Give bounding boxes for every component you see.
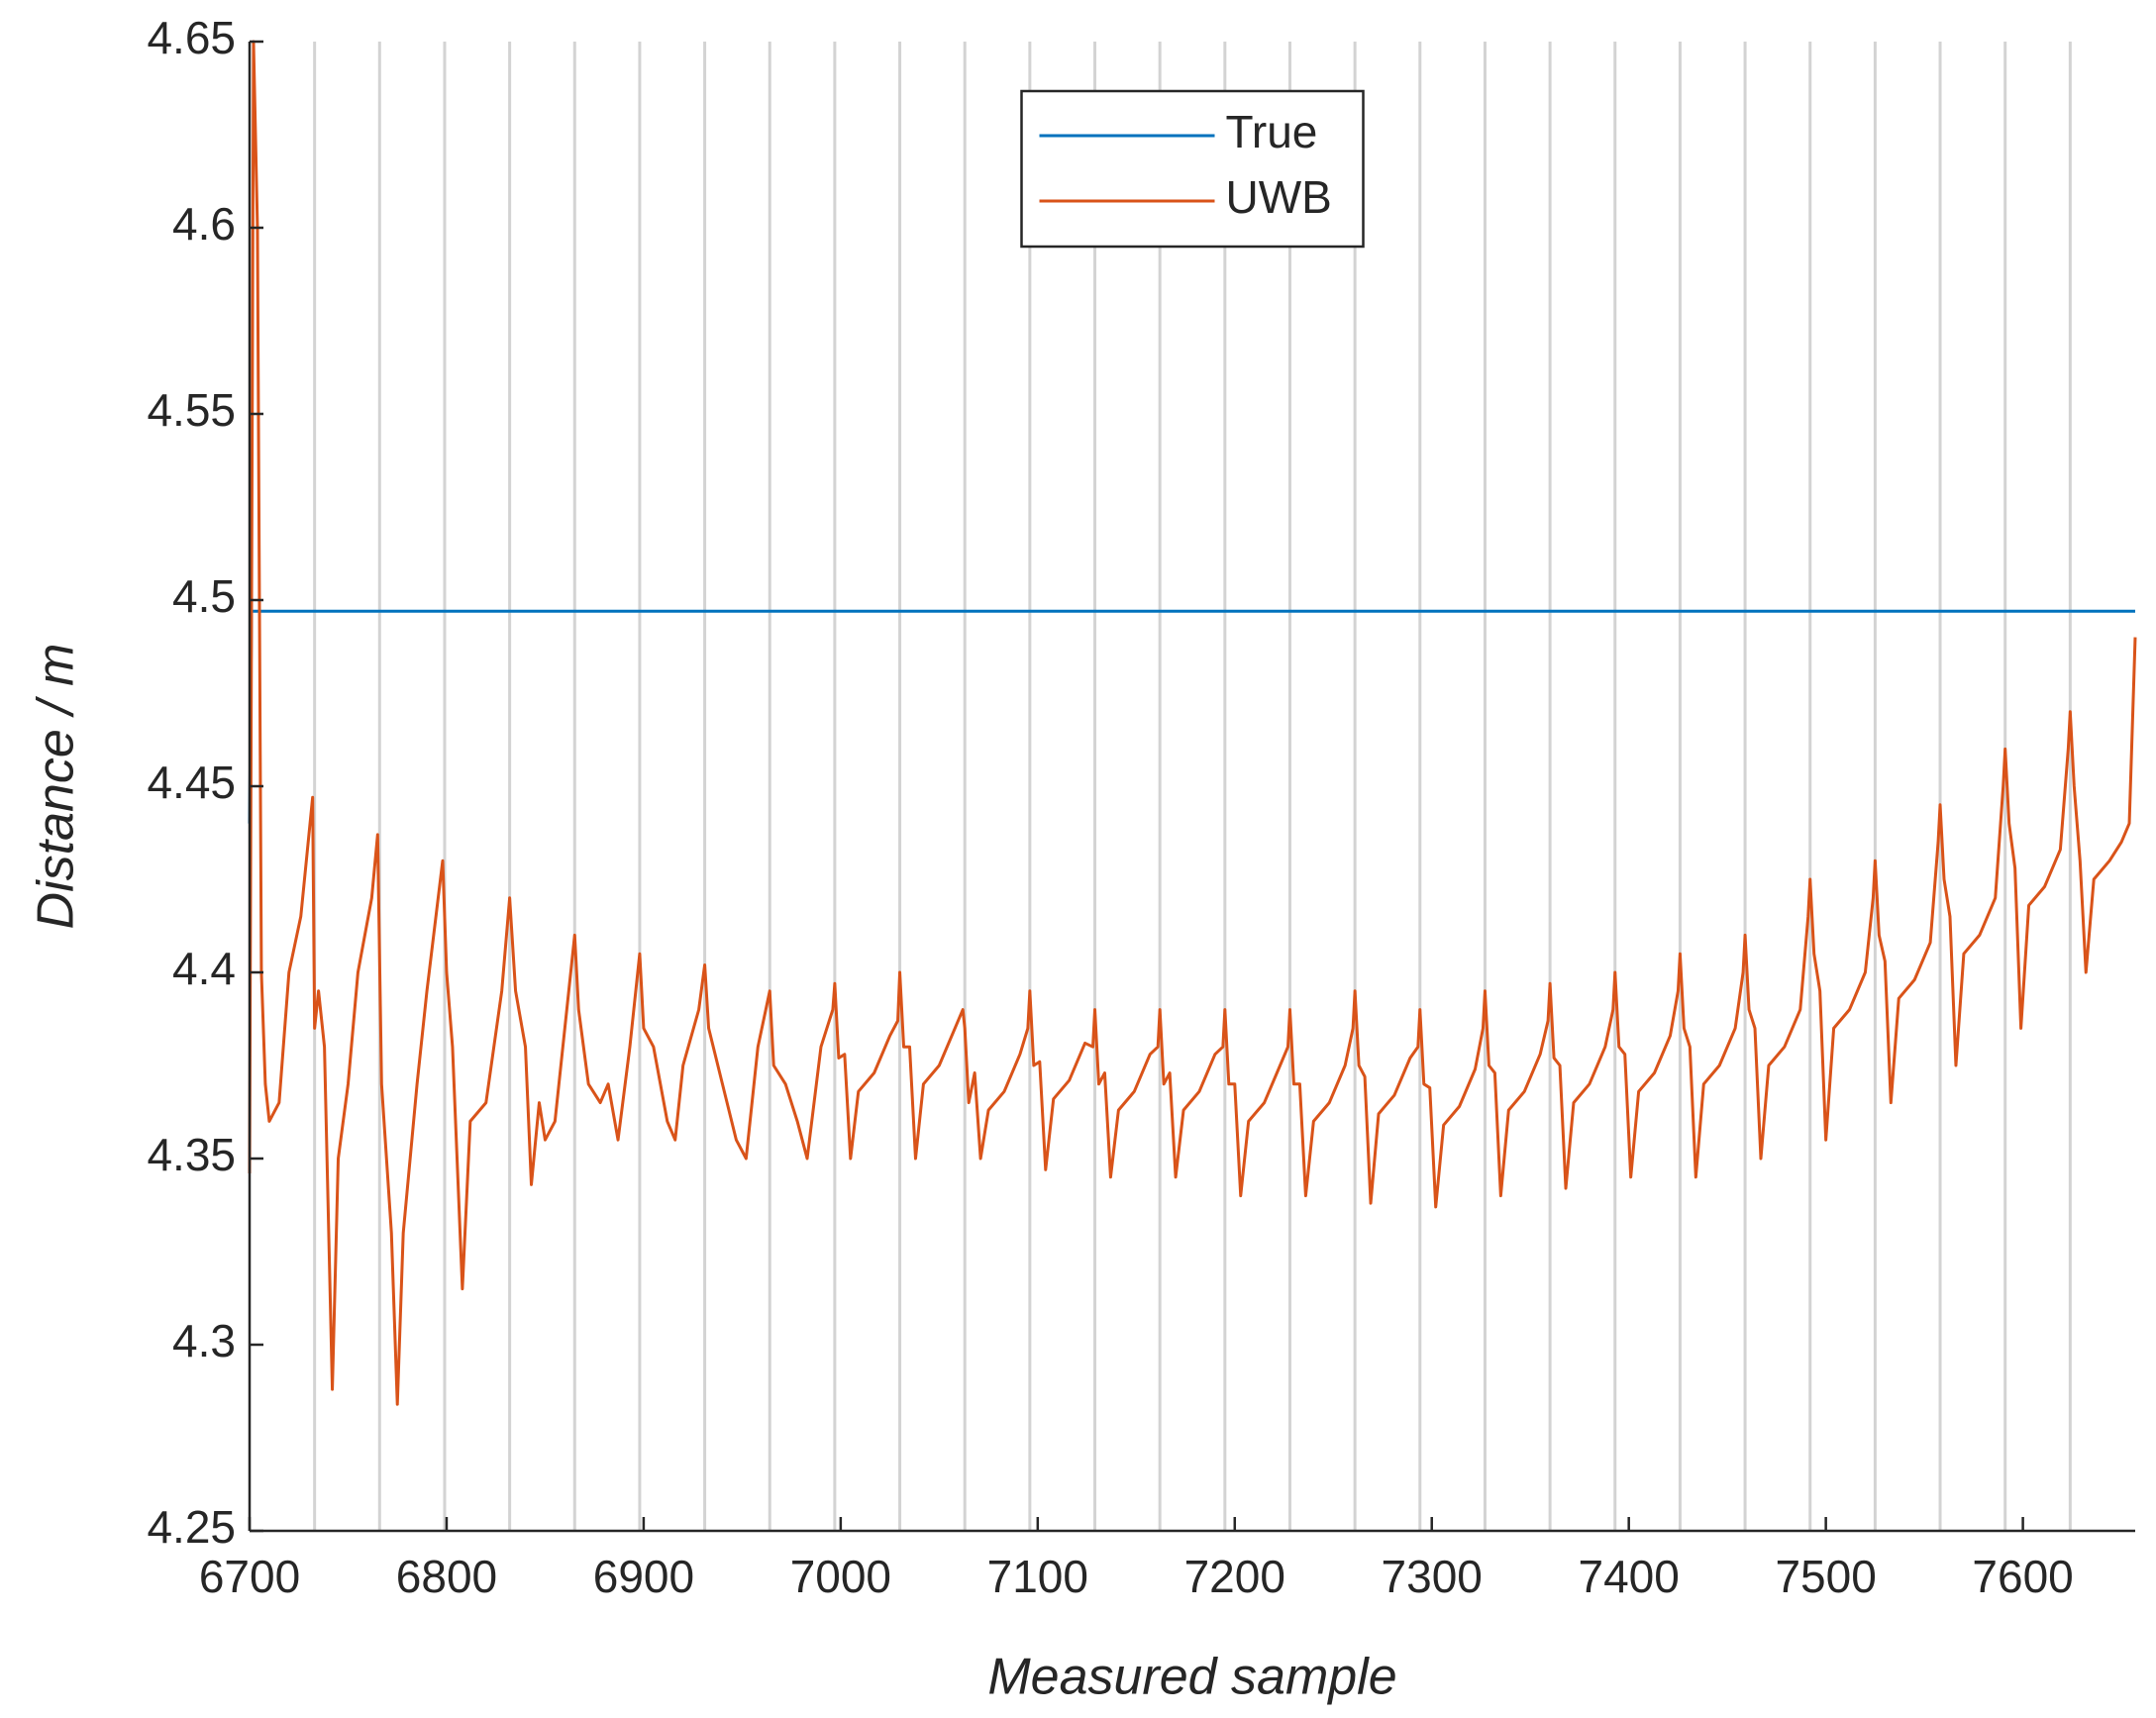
x-tick-label: 7000 xyxy=(790,1551,891,1602)
y-tick-label: 4.25 xyxy=(147,1501,236,1553)
x-tick-label: 6800 xyxy=(396,1551,497,1602)
legend-label: True xyxy=(1226,106,1318,157)
y-tick-label: 4.35 xyxy=(147,1129,236,1180)
series-line xyxy=(248,609,2135,824)
y-tick-label: 4.65 xyxy=(147,12,236,63)
y-tick-label: 4.45 xyxy=(147,757,236,808)
y-tick-label: 4.4 xyxy=(172,943,236,994)
y-tick-label: 4.3 xyxy=(172,1315,236,1366)
y-axis-label: Distance / m xyxy=(28,644,85,930)
legend-label: UWB xyxy=(1226,171,1332,223)
x-tick-label: 7200 xyxy=(1184,1551,1285,1602)
series-line xyxy=(248,40,2137,1406)
y-tick-label: 4.55 xyxy=(147,384,236,436)
y-tick-label: 4.6 xyxy=(172,198,236,250)
x-tick-label: 7600 xyxy=(1972,1551,2073,1602)
x-tick-label: 7500 xyxy=(1775,1551,1876,1602)
legend: True UWB xyxy=(1020,89,1365,249)
x-tick-label: 7100 xyxy=(987,1551,1088,1602)
x-tick-label: 6700 xyxy=(199,1551,300,1602)
x-tick-label: 7300 xyxy=(1382,1551,1483,1602)
x-tick-label: 7400 xyxy=(1579,1551,1680,1602)
legend-box xyxy=(1020,89,1365,249)
x-tick-label: 6900 xyxy=(593,1551,694,1602)
x-axis-label: Measured sample xyxy=(987,1649,1396,1706)
y-tick-label: 4.5 xyxy=(172,570,236,622)
